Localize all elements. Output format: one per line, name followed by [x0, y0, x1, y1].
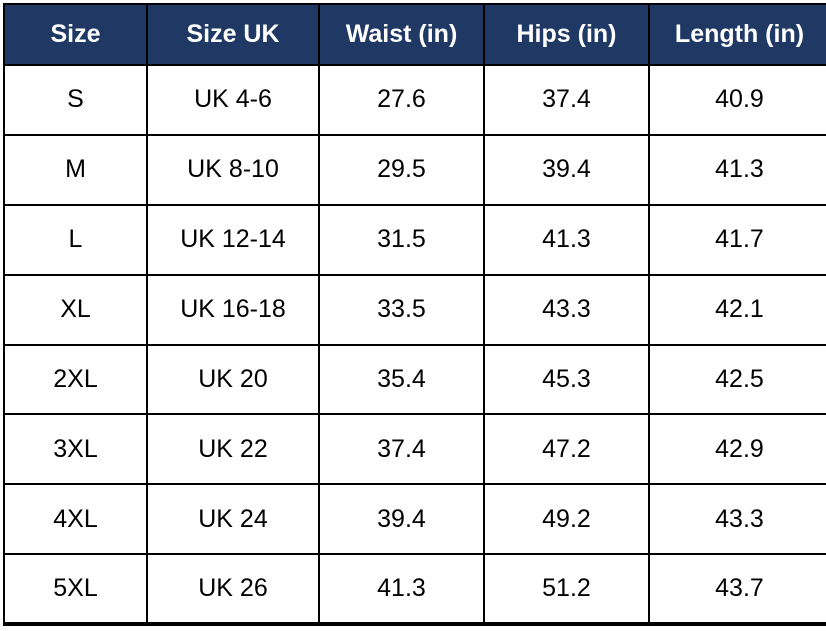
cell-waist: 29.5 — [318, 133, 485, 206]
cell-size-uk: UK 12-14 — [146, 203, 320, 276]
table-row: 4XL UK 24 39.4 49.2 43.3 — [3, 483, 826, 556]
cell-size-uk: UK 24 — [146, 483, 320, 556]
table-row: 2XL UK 20 35.4 45.3 42.5 — [3, 343, 826, 416]
table-row: L UK 12-14 31.5 41.3 41.7 — [3, 203, 826, 276]
cell-waist: 27.6 — [318, 64, 485, 136]
cell-size-uk: UK 8-10 — [146, 133, 320, 206]
header-cell-size-uk: Size UK — [146, 3, 320, 66]
cell-size: 3XL — [3, 413, 148, 486]
cell-length: 41.7 — [648, 203, 826, 276]
cell-hips: 45.3 — [483, 343, 650, 416]
size-chart-table: Size Size UK Waist (in) Hips (in) Length… — [3, 3, 826, 626]
cell-waist: 41.3 — [318, 553, 485, 626]
cell-length: 41.3 — [648, 133, 826, 206]
cell-length: 42.5 — [648, 343, 826, 416]
cell-waist: 31.5 — [318, 203, 485, 276]
cell-size: XL — [3, 273, 148, 346]
cell-size: 4XL — [3, 483, 148, 556]
header-cell-waist: Waist (in) — [318, 3, 485, 66]
cell-hips: 51.2 — [483, 553, 650, 626]
cell-size-uk: UK 20 — [146, 343, 320, 416]
cell-waist: 37.4 — [318, 413, 485, 486]
table-row: 5XL UK 26 41.3 51.2 43.7 — [3, 553, 826, 626]
cell-hips: 47.2 — [483, 413, 650, 486]
cell-waist: 33.5 — [318, 273, 485, 346]
cell-length: 43.3 — [648, 483, 826, 556]
table-row: XL UK 16-18 33.5 43.3 42.1 — [3, 273, 826, 346]
cell-length: 43.7 — [648, 553, 826, 626]
cell-waist: 39.4 — [318, 483, 485, 556]
header-cell-hips: Hips (in) — [483, 3, 650, 66]
cell-hips: 41.3 — [483, 203, 650, 276]
cell-waist: 35.4 — [318, 343, 485, 416]
cell-size-uk: UK 16-18 — [146, 273, 320, 346]
cell-length: 42.9 — [648, 413, 826, 486]
cell-hips: 49.2 — [483, 483, 650, 556]
cell-length: 42.1 — [648, 273, 826, 346]
table-row: S UK 4-6 27.6 37.4 40.9 — [3, 64, 826, 136]
cell-size: M — [3, 133, 148, 206]
header-row: Size Size UK Waist (in) Hips (in) Length… — [3, 3, 826, 66]
table-header: Size Size UK Waist (in) Hips (in) Length… — [3, 3, 826, 66]
table-body: S UK 4-6 27.6 37.4 40.9 M UK 8-10 29.5 3… — [3, 64, 826, 626]
header-cell-length: Length (in) — [648, 3, 826, 66]
cell-hips: 37.4 — [483, 64, 650, 136]
cell-hips: 43.3 — [483, 273, 650, 346]
cell-size: 5XL — [3, 553, 148, 626]
cell-size: S — [3, 64, 148, 136]
table-row: 3XL UK 22 37.4 47.2 42.9 — [3, 413, 826, 486]
header-cell-size: Size — [3, 3, 148, 66]
cell-length: 40.9 — [648, 64, 826, 136]
cell-size-uk: UK 22 — [146, 413, 320, 486]
cell-size: 2XL — [3, 343, 148, 416]
table-row: M UK 8-10 29.5 39.4 41.3 — [3, 133, 826, 206]
cell-size-uk: UK 26 — [146, 553, 320, 626]
cell-hips: 39.4 — [483, 133, 650, 206]
cell-size-uk: UK 4-6 — [146, 64, 320, 136]
cell-size: L — [3, 203, 148, 276]
